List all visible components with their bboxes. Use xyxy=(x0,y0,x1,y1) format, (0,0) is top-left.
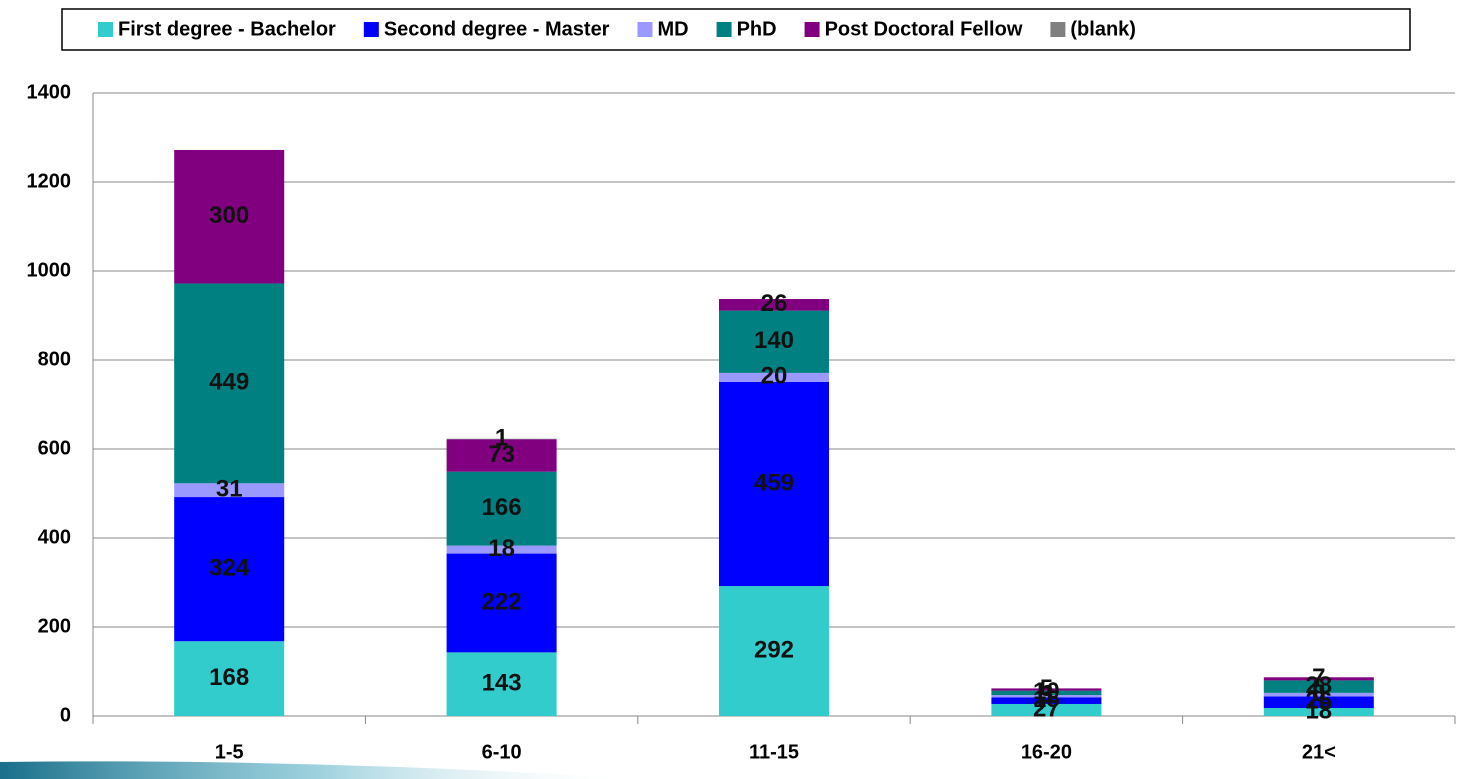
bar-segment xyxy=(446,553,557,653)
legend-label: MD xyxy=(657,18,688,40)
bar-segment xyxy=(719,299,829,311)
bar-segment xyxy=(446,652,557,716)
x-tick-label: 21< xyxy=(1302,741,1336,763)
bar-segment xyxy=(1263,680,1374,693)
bar-segment xyxy=(991,690,1102,696)
y-tick-label: 400 xyxy=(38,526,71,548)
data-label: 26 xyxy=(1305,688,1332,715)
data-label: 15 xyxy=(1033,686,1060,713)
data-label: 143 xyxy=(482,670,522,697)
bar-segment xyxy=(174,283,285,484)
data-label: 18 xyxy=(1305,697,1332,724)
legend-swatch xyxy=(716,22,732,37)
data-label: 20 xyxy=(761,363,788,390)
legend-label: Second degree - Master xyxy=(384,18,610,40)
bar-segment xyxy=(719,310,829,373)
legend-swatch xyxy=(637,22,653,37)
data-label: 7 xyxy=(1312,664,1325,691)
bar-segment xyxy=(174,497,285,642)
data-label: 10 xyxy=(1033,678,1060,705)
data-label: 26 xyxy=(761,290,788,317)
bar-segment xyxy=(719,586,829,716)
data-label: 168 xyxy=(209,664,249,691)
bar-segment xyxy=(174,149,285,284)
legend-box xyxy=(61,8,1411,51)
legend-swatch xyxy=(804,22,820,37)
y-tick-label: 1400 xyxy=(27,81,72,103)
bar-segment xyxy=(1263,707,1374,716)
data-label: 18 xyxy=(488,535,515,562)
data-label: 28 xyxy=(1305,672,1332,699)
data-label: 140 xyxy=(754,327,794,354)
y-tick-label: 0 xyxy=(60,704,71,726)
legend-swatch xyxy=(363,22,379,37)
bar-segment xyxy=(446,545,557,554)
data-label: 292 xyxy=(754,636,794,663)
y-tick-label: 1200 xyxy=(27,170,72,192)
data-label: 449 xyxy=(209,369,249,396)
data-label: 300 xyxy=(209,202,249,229)
data-label: 5 xyxy=(1040,675,1053,702)
legend-label: PhD xyxy=(737,18,777,40)
bar-segment xyxy=(991,697,1102,704)
x-tick-label: 6-10 xyxy=(482,741,522,763)
bar-segment xyxy=(719,381,829,587)
x-tick-label: 1-5 xyxy=(215,741,244,763)
x-tick-label: 16-20 xyxy=(1021,741,1072,763)
data-label: 73 xyxy=(488,441,515,468)
legend-label: First degree - Bachelor xyxy=(118,18,336,40)
bar-segment xyxy=(991,695,1102,698)
data-label: 324 xyxy=(209,554,250,581)
bar-segment xyxy=(991,703,1102,716)
bar-segment xyxy=(1263,696,1374,708)
legend-label: Post Doctoral Fellow xyxy=(825,18,1023,40)
bar-segment xyxy=(174,641,285,716)
y-tick-label: 200 xyxy=(38,615,71,637)
legend-swatch xyxy=(98,22,113,37)
legend-label: (blank) xyxy=(1070,18,1136,40)
bar-segment xyxy=(1263,677,1374,681)
legend-swatch xyxy=(1050,22,1066,37)
y-tick-label: 600 xyxy=(38,437,71,459)
data-label: 31 xyxy=(216,476,243,503)
data-label: 1 xyxy=(495,424,508,451)
x-tick-label: 11-15 xyxy=(749,741,799,763)
y-tick-label: 800 xyxy=(38,348,71,370)
bar-segment xyxy=(991,688,1102,691)
data-label: 166 xyxy=(482,494,522,521)
data-label: 5 xyxy=(1040,682,1053,709)
bar-segment xyxy=(719,372,829,382)
decoration xyxy=(0,761,640,779)
data-label: 27 xyxy=(1033,695,1060,722)
bar-segment xyxy=(1263,692,1374,697)
data-label: 8 xyxy=(1312,680,1325,707)
y-tick-label: 1000 xyxy=(27,259,72,281)
data-label: 222 xyxy=(482,588,522,615)
bar-segment xyxy=(174,483,285,498)
data-label: 459 xyxy=(754,469,794,496)
bar-segment xyxy=(446,439,557,472)
bar-segment xyxy=(446,471,557,546)
